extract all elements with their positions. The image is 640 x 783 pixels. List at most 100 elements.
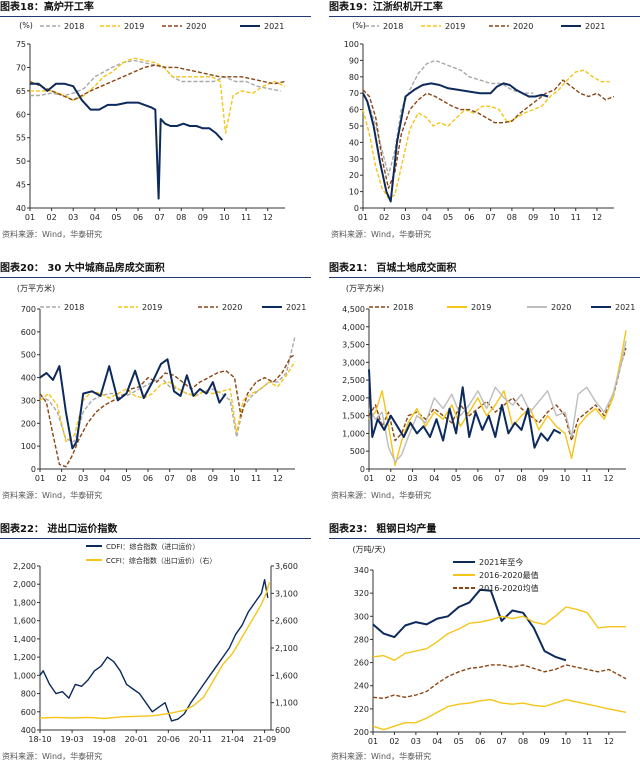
y-tick-label: 1,400 [13, 635, 36, 644]
title-rule [0, 538, 311, 539]
y-tick-label: 4,000 [342, 323, 365, 332]
y-tick-label: 240 [354, 682, 369, 691]
y-tick-label: 1,000 [13, 671, 36, 680]
x-tick-label: 06 [473, 474, 483, 483]
x-tick-label: 01 [25, 213, 35, 222]
title-rule [329, 538, 640, 539]
series-line [39, 582, 271, 720]
y-tick-label: 200 [21, 419, 36, 428]
x-tick-label: 07 [497, 737, 507, 746]
x-tick-label: 05 [451, 474, 461, 483]
legend-label: 2021 [264, 22, 284, 31]
y-tick-label: 280 [354, 635, 369, 644]
series-line [372, 606, 626, 662]
y-tick-label: 55 [16, 134, 26, 143]
source-note: 资料来源：Wind，华泰研究 [331, 491, 432, 500]
legend-label: 2020 [186, 22, 206, 31]
legend-label: CDFI：综合指数（进口运价） [106, 542, 199, 551]
x-tick-label: 06 [464, 213, 474, 222]
y-tick-label: 400 [21, 726, 36, 735]
series-line [39, 354, 296, 468]
y-tick-label: 2,000 [13, 580, 36, 589]
unit-label: (万平方米) [346, 283, 384, 293]
chart-svg: 400 600 800 1,000 1,200 1,400 1,600 1,800 2,000 2… [13, 542, 298, 744]
series-line [362, 82, 549, 203]
series-line [362, 79, 615, 190]
x-tick-label: 18-10 [28, 735, 51, 744]
x-tick-label: 10 [219, 213, 229, 222]
x-tick-label: 10 [561, 737, 571, 746]
x-tick-label: 09 [539, 737, 549, 746]
series-line [372, 588, 567, 662]
legend-label: 2018 [393, 303, 413, 312]
y-tick-label: 0 [354, 204, 359, 213]
x-tick-label: 05 [443, 213, 453, 222]
source-note: 资料来源：Wind，华泰研究 [2, 491, 103, 500]
legend-label: 2018 [383, 22, 403, 31]
y-tick-label: 260 [354, 659, 369, 668]
x-tick-label: 07 [495, 474, 505, 483]
x-tick-label: 05 [111, 213, 121, 222]
y-tick-label: 2,500 [342, 376, 365, 385]
panel-freight: 图表22： 进出口运价指数 400 600 800 1,000 1,200 1,400 1,… [0, 522, 311, 783]
x-tick-label: 05 [454, 737, 464, 746]
x-tick-label: 10 [549, 213, 559, 222]
x-tick-label: 03 [407, 474, 417, 483]
x-tick-label: 12 [263, 213, 273, 222]
y-tick-label: 65 [16, 87, 26, 96]
x-tick-label: 02 [57, 474, 67, 483]
x-tick-label: 11 [241, 213, 251, 222]
legend-label: 2019 [445, 22, 465, 31]
y-tick-label: 30 [349, 155, 359, 164]
series-line [30, 57, 286, 134]
y-tick-label: 300 [21, 396, 36, 405]
legend-label: 2021 [585, 22, 605, 31]
x-tick-label: 09 [538, 474, 548, 483]
x-tick-label: 01 [368, 737, 378, 746]
y-tick-label: 40 [349, 138, 359, 147]
chart-title: 图表18：高炉开工率 [0, 2, 94, 13]
y-tick-label: 20 [349, 171, 359, 180]
x-tick-label: 02 [389, 737, 399, 746]
x-tick-label: 04 [432, 737, 442, 746]
series-line [39, 336, 296, 443]
legend-label: 2021年至今 [479, 557, 523, 567]
x-tick-label: 02 [379, 213, 389, 222]
x-tick-label: 11 [582, 474, 592, 483]
y-tick-label: 1,600 [13, 617, 36, 626]
y-tick-label: 70 [349, 89, 359, 98]
series-line [39, 579, 269, 722]
series-line [368, 340, 627, 463]
y2-tick-label: 2,600 [275, 617, 298, 626]
y-tick-label: 500 [21, 351, 36, 360]
y-tick-label: 3,500 [342, 341, 365, 350]
legend-label: CCFI：综合指数（出口运价）（右） [106, 556, 216, 565]
y-tick-label: 50 [16, 157, 26, 166]
y-tick-label: 3,000 [342, 358, 365, 367]
y-tick-label: 100 [344, 40, 359, 49]
title-rule [329, 277, 640, 278]
y-tick-label: 2,200 [13, 562, 36, 571]
series-line [368, 330, 627, 467]
chart-title: 图表22： 进出口运价指数 [0, 524, 118, 535]
y2-tick-label: 1,600 [275, 671, 298, 680]
x-tick-label: 09 [528, 213, 538, 222]
chart-svg: 200 220 240 260 280 300 320 340 01 02 03 04 05 06 07 08… [353, 544, 627, 746]
y-tick-label: 2,000 [342, 394, 365, 403]
series-line [39, 358, 227, 450]
x-tick-label: 11 [251, 474, 261, 483]
y-tick-label: 400 [21, 374, 36, 383]
series-line [30, 82, 224, 200]
chart-title: 图表19：江浙织机开工率 [329, 2, 443, 13]
y-tick-label: 1,800 [13, 598, 36, 607]
y-tick-label: 320 [354, 589, 369, 598]
legend-label: 2020 [551, 303, 571, 312]
x-tick-label: 06 [475, 737, 485, 746]
legend-label: 2018 [64, 22, 84, 31]
x-tick-label: 01 [35, 474, 45, 483]
x-tick-label: 08 [516, 474, 526, 483]
x-tick-label: 03 [400, 213, 410, 222]
legend-label: 2021 [615, 303, 635, 312]
title-rule [329, 16, 640, 17]
legend-label: 2018 [64, 303, 84, 312]
